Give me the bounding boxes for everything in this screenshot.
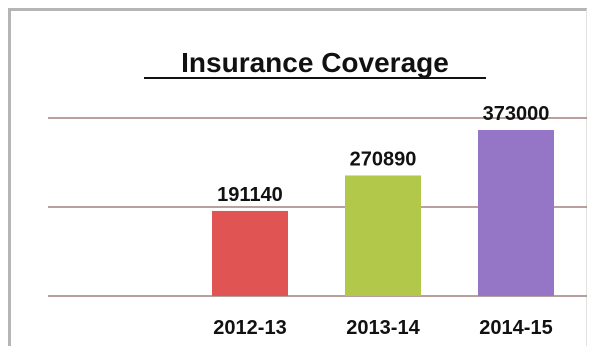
tick-label-2014-15: 2014-15 — [479, 317, 552, 339]
bar-2014-15 — [478, 130, 554, 296]
bars — [212, 130, 554, 296]
chart-title: Insurance Coverage — [181, 47, 449, 78]
tick-label-2012-13: 2012-13 — [213, 317, 286, 339]
value-labels: 191140 270890 373000 — [217, 103, 549, 206]
x-tick-labels: 2012-13 2013-14 2014-15 — [213, 317, 552, 339]
value-label-2013-14: 270890 — [350, 148, 417, 170]
value-label-2014-15: 373000 — [483, 103, 550, 125]
bar-2013-14 — [345, 175, 421, 296]
value-label-2012-13: 191140 — [217, 184, 283, 206]
tick-label-2013-14: 2013-14 — [346, 317, 420, 339]
bar-2012-13 — [212, 210, 288, 296]
